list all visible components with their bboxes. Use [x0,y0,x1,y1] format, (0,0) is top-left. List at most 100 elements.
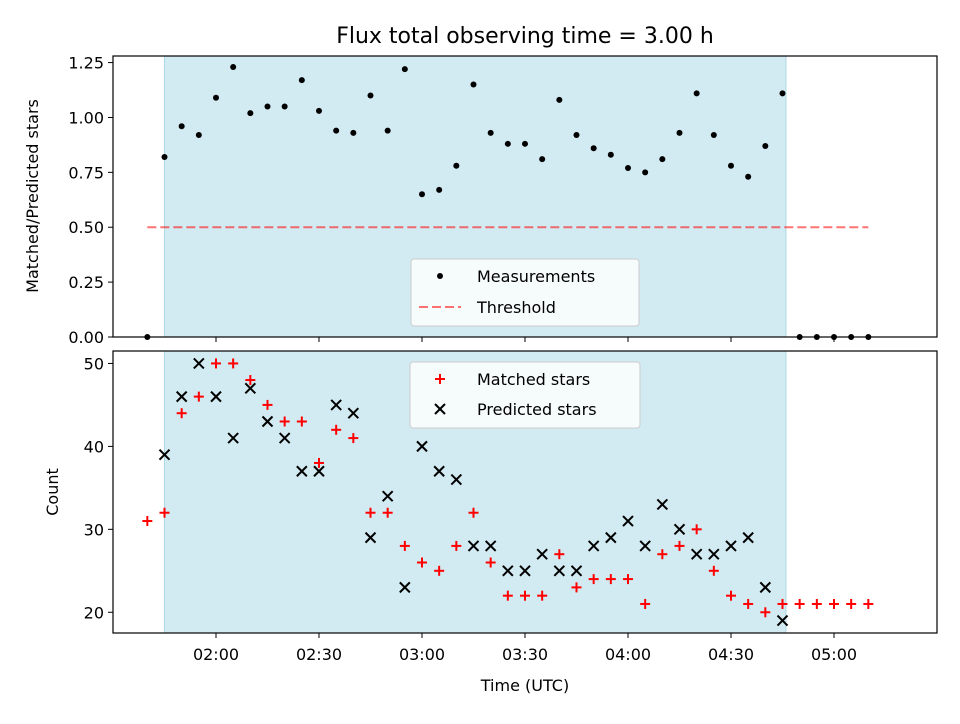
matched-marker [417,557,427,568]
x-marker-b [639,540,651,552]
x-marker-b [570,565,583,577]
x-marker-b [725,540,737,552]
y-tick-label: 0.75 [68,163,104,182]
predicted-marker [673,523,686,536]
predicted-marker [553,565,566,577]
predicted-marker [587,540,600,552]
matched-marker [846,598,857,609]
y-tick-label: 20 [84,603,104,622]
measurement-point [384,127,391,134]
matched-marker [468,507,479,518]
x-marker-b [227,432,239,444]
measurement-point [436,186,443,193]
measurement-point [607,151,614,158]
predicted-marker [656,498,669,511]
matched-marker [829,598,839,609]
measurement-point [367,92,374,99]
matched-marker [554,549,565,560]
matched-marker [399,540,410,551]
measurement-point [281,103,288,110]
predicted-marker [690,548,703,560]
predicted-marker [502,565,514,577]
matched-marker [537,590,548,601]
measurement-point [247,110,254,117]
predicted-marker [278,432,291,444]
bottom-legend-box [409,361,641,429]
predicted-marker [364,531,377,544]
y-tick-label: 1.00 [68,108,104,127]
matched-marker [365,507,376,518]
x-marker-b [296,465,308,477]
matched-marker [777,598,788,609]
legend-matched-marker [435,374,445,384]
x-marker-b [656,498,669,511]
matched-marker [211,358,221,369]
measurement-point [642,169,649,176]
matched-marker [142,516,153,527]
predicted-marker [622,515,634,527]
matched-marker [863,598,874,609]
y-tick-label: 40 [84,437,104,456]
matched-marker [382,507,393,518]
x-marker-b [519,565,531,577]
predicted-marker [725,540,737,552]
measurement-point [710,132,717,139]
predicted-marker [330,399,342,411]
x-marker-b [193,357,205,370]
matched-marker [434,565,445,576]
x-tick-label: 02:30 [296,645,342,664]
matched-marker [623,574,633,585]
y-tick-label: 1.25 [68,54,104,73]
bottom-y-axis-label: Count [43,468,62,516]
x-marker-b [158,448,171,461]
top-axes-frame [112,55,938,338]
legend-predicted-label: Predicted stars [477,400,597,419]
legend-measurements-label: Measurements [477,267,595,286]
measurement-point [316,107,322,114]
predicted-marker [433,465,445,477]
predicted-marker [519,565,531,577]
y-tick-label: 0.25 [68,273,104,292]
predicted-marker [759,581,772,594]
x-marker-b [210,390,222,403]
matched-marker [485,557,496,568]
predicted-marker [210,390,222,403]
predicted-marker [193,357,205,370]
predicted-marker [450,473,463,486]
predicted-marker [536,548,548,560]
x-marker-b [502,565,514,577]
measurement-point [178,123,185,130]
top-legend-box [410,258,640,327]
predicted-marker [467,540,480,552]
measurement-point [573,132,580,139]
x-marker-b [434,403,446,415]
legend-predicted-marker [434,403,446,415]
x-tick-label: 05:00 [811,645,857,664]
x-marker-b [399,581,411,594]
legend-matched-label: Matched stars [477,370,590,389]
predicted-marker [484,540,497,552]
measurement-point [590,145,597,152]
predicted-marker [639,540,651,552]
matched-marker [159,507,170,518]
x-marker-b [433,465,445,477]
measurement-point [401,66,408,73]
matched-marker [640,598,651,609]
x-marker-b [278,432,291,444]
matched-marker [657,549,668,560]
matched-marker [348,433,359,444]
x-marker-b [536,548,548,560]
matched-marker [331,424,342,435]
x-marker-b [622,515,634,527]
predicted-marker [742,531,754,544]
measurement-point [504,140,511,147]
predicted-marker [776,614,789,627]
x-marker-b [553,565,566,577]
predicted-marker [347,407,360,419]
matched-marker [520,590,530,601]
x-marker-b [175,390,188,403]
matched-marker [228,358,239,369]
matched-marker [451,540,462,551]
predicted-marker [708,548,720,560]
